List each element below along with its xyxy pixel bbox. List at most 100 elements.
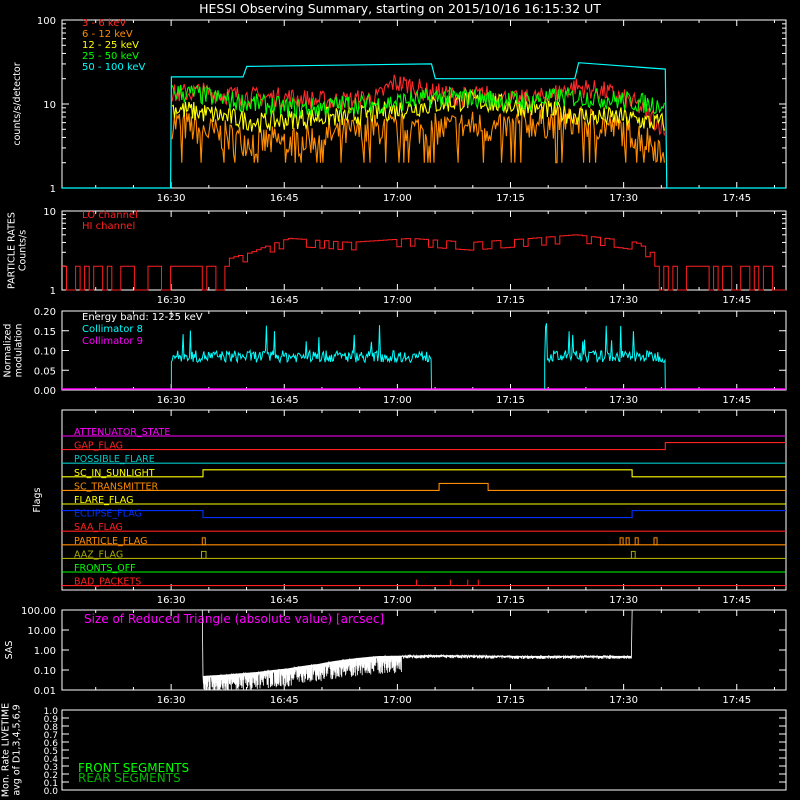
flag-label-eclipse_flag: ECLIPSE_FLAG xyxy=(74,509,142,520)
sas-y-tick-label: 1.00 xyxy=(34,646,56,657)
particle-legend-lo: LO channel xyxy=(82,210,138,221)
flag-line-gap_flag xyxy=(62,442,786,451)
particle-y-axis-label-line: PARTICLE RATES xyxy=(7,212,18,289)
flags-axis-time-tick-label: 16:30 xyxy=(157,595,186,606)
count-rate-legend-entry: 6 - 12 keV xyxy=(82,29,133,40)
flag-label-flare_flag: FLARE_FLAG xyxy=(74,495,134,506)
flag-label-attenuator_state: ATTENUATOR_STATE xyxy=(74,427,170,438)
flag-label-bad_packets: BAD_PACKETS xyxy=(74,577,141,588)
livetime-legend-front: FRONT SEGMENTS xyxy=(78,761,189,775)
aaz-flag-blip xyxy=(630,550,636,559)
flag-line-sc_transmitter xyxy=(62,482,786,491)
sas-axis-time-tick-label: 16:45 xyxy=(270,695,299,706)
count-rate-y-axis-label-line: counts/s/detector xyxy=(12,62,23,145)
sas-axis-time-tick-label: 17:00 xyxy=(383,695,412,706)
modulation-y-tick-label: 0.10 xyxy=(34,347,56,358)
flag-label-fronts_off: FRONTS_OFF xyxy=(74,563,136,574)
sas-axis-time-tick-label: 16:30 xyxy=(157,695,186,706)
flags-axis-time-tick-label: 17:00 xyxy=(383,595,412,606)
count-rate-axis-time-tick-label: 17:00 xyxy=(383,193,412,204)
modulation-y-tick-label: 0.05 xyxy=(34,366,56,377)
flags-axis-time-tick-label: 17:45 xyxy=(722,595,751,606)
flag-label-possible_flare: POSSIBLE_FLARE xyxy=(74,454,155,465)
livetime-y-tick-label: 1.0 xyxy=(44,707,59,717)
livetime-y-tick-label: 0.5 xyxy=(44,747,58,757)
modulation-legend-c8: Collimator 8 xyxy=(82,324,143,335)
livetime-legend-rear: REAR SEGMENTS xyxy=(78,771,181,785)
count-rate-series-50-100 xyxy=(62,62,786,189)
modulation-y-tick-label: 0.00 xyxy=(34,386,56,397)
count-rate-legend-entry: 50 - 100 keV xyxy=(82,62,146,73)
livetime-y-tick-label: 0.2 xyxy=(44,771,58,781)
flag-label-gap_flag: GAP_FLAG xyxy=(74,441,123,452)
sas-y-axis-label: SAS xyxy=(4,641,15,660)
particle-y-tick-label: 1 xyxy=(50,286,56,297)
livetime-y-axis-label-line: avg of D1,3,4,5,6,9 xyxy=(12,704,23,795)
modulation-y-axis-label-line: modulation xyxy=(14,324,25,378)
count-rate-axis-time-tick-label: 17:45 xyxy=(722,193,751,204)
flags-y-axis-label: Flags xyxy=(32,487,43,512)
sas-axis-time-tick-label: 17:45 xyxy=(722,695,751,706)
modulation-axis-time-tick-label: 17:30 xyxy=(609,395,638,406)
livetime-y-tick-label: 0.8 xyxy=(44,723,59,733)
sas-y-tick-label: 10.00 xyxy=(27,626,56,637)
flags-axis-time-tick-label: 17:15 xyxy=(496,595,525,606)
flags-axis-time-tick-label: 16:45 xyxy=(270,595,299,606)
flags-panel-frame xyxy=(61,409,787,591)
particle-axis-time-tick-label: 16:30 xyxy=(157,295,186,306)
particle-flag-blip xyxy=(653,537,658,546)
particle-panel-frame xyxy=(61,210,787,291)
flags-y-axis-label-line: Flags xyxy=(32,487,43,512)
count-rate-legend-entry: 3 - 6 keV xyxy=(82,18,126,29)
particle-axis-time-tick-label: 16:45 xyxy=(270,295,299,306)
count-rate-axis-time-tick-label: 16:45 xyxy=(270,193,299,204)
particle-axis-time-tick-label: 17:45 xyxy=(722,295,751,306)
modulation-axis-time-tick-label: 17:45 xyxy=(722,395,751,406)
particle-flag-blip xyxy=(625,537,630,546)
count-rate-y-tick-label: 1 xyxy=(50,184,56,195)
count-rate-y-tick-label: 10 xyxy=(43,100,56,111)
particle-y-axis-label: PARTICLE RATES Counts/s xyxy=(7,212,29,289)
particle-legend-hi: HI channel xyxy=(82,221,135,232)
sas-annotation: Size of Reduced Triangle (absolute value… xyxy=(84,612,384,626)
modulation-axis-time-tick-label: 16:30 xyxy=(157,395,186,406)
modulation-energy-band-label: Energy band: 12-25 keV xyxy=(82,312,203,323)
aaz-flag-blip xyxy=(201,550,207,559)
flags-axis-time-tick-label: 17:30 xyxy=(609,595,638,606)
modulation-y-tick-label: 0.20 xyxy=(34,307,56,318)
count-rate-series-1 xyxy=(171,106,665,164)
particle-y-tick-label: 10 xyxy=(43,207,56,218)
sas-triangle-size-line xyxy=(201,609,633,690)
count-rate-series-2 xyxy=(171,90,665,133)
modulation-axis-time-tick-label: 17:15 xyxy=(496,395,525,406)
modulation-collimator-8-segment-1 xyxy=(544,323,666,390)
sas-y-axis-label-line: SAS xyxy=(4,641,15,660)
count-rate-axis-time-tick-label: 16:30 xyxy=(157,193,186,204)
sas-axis-time-tick-label: 17:15 xyxy=(496,695,525,706)
flag-line-sc_in_sunlight xyxy=(62,469,786,478)
modulation-y-tick-label: 0.15 xyxy=(34,327,56,338)
flag-label-sc_in_sunlight: SC_IN_SUNLIGHT xyxy=(74,468,155,479)
livetime-y-axis-label: Mon. Rate LIVETIME avg of D1,3,4,5,6,9 xyxy=(1,703,23,797)
flag-label-saa_flag: SAA_FLAG xyxy=(74,522,123,533)
count-rate-legend-entry: 25 - 50 keV xyxy=(82,51,139,62)
livetime-y-tick-label: 0.4 xyxy=(44,755,59,765)
count-rate-axis-time-tick-label: 17:15 xyxy=(496,193,525,204)
livetime-y-tick-label: 0.0 xyxy=(44,787,59,797)
count-rate-series-0 xyxy=(171,74,665,136)
sas-axis-time-tick-label: 17:30 xyxy=(609,695,638,706)
flag-line-eclipse_flag xyxy=(62,510,786,519)
modulation-axis-time-tick-label: 16:45 xyxy=(270,395,299,406)
count-rate-y-tick-label: 100 xyxy=(37,16,56,27)
sas-y-tick-label: 0.01 xyxy=(34,686,56,697)
modulation-collimator-8-segment-0 xyxy=(170,325,432,390)
modulation-axis-time-tick-label: 17:00 xyxy=(383,395,412,406)
modulation-y-axis-label: Normalized modulation xyxy=(3,324,25,378)
particle-axis-time-tick-label: 17:15 xyxy=(496,295,525,306)
particle-flag-blip xyxy=(634,537,639,546)
livetime-y-tick-label: 0.9 xyxy=(44,715,59,725)
count-rate-axis-time-tick-label: 17:30 xyxy=(609,193,638,204)
modulation-legend-c9: Collimator 9 xyxy=(82,336,143,347)
